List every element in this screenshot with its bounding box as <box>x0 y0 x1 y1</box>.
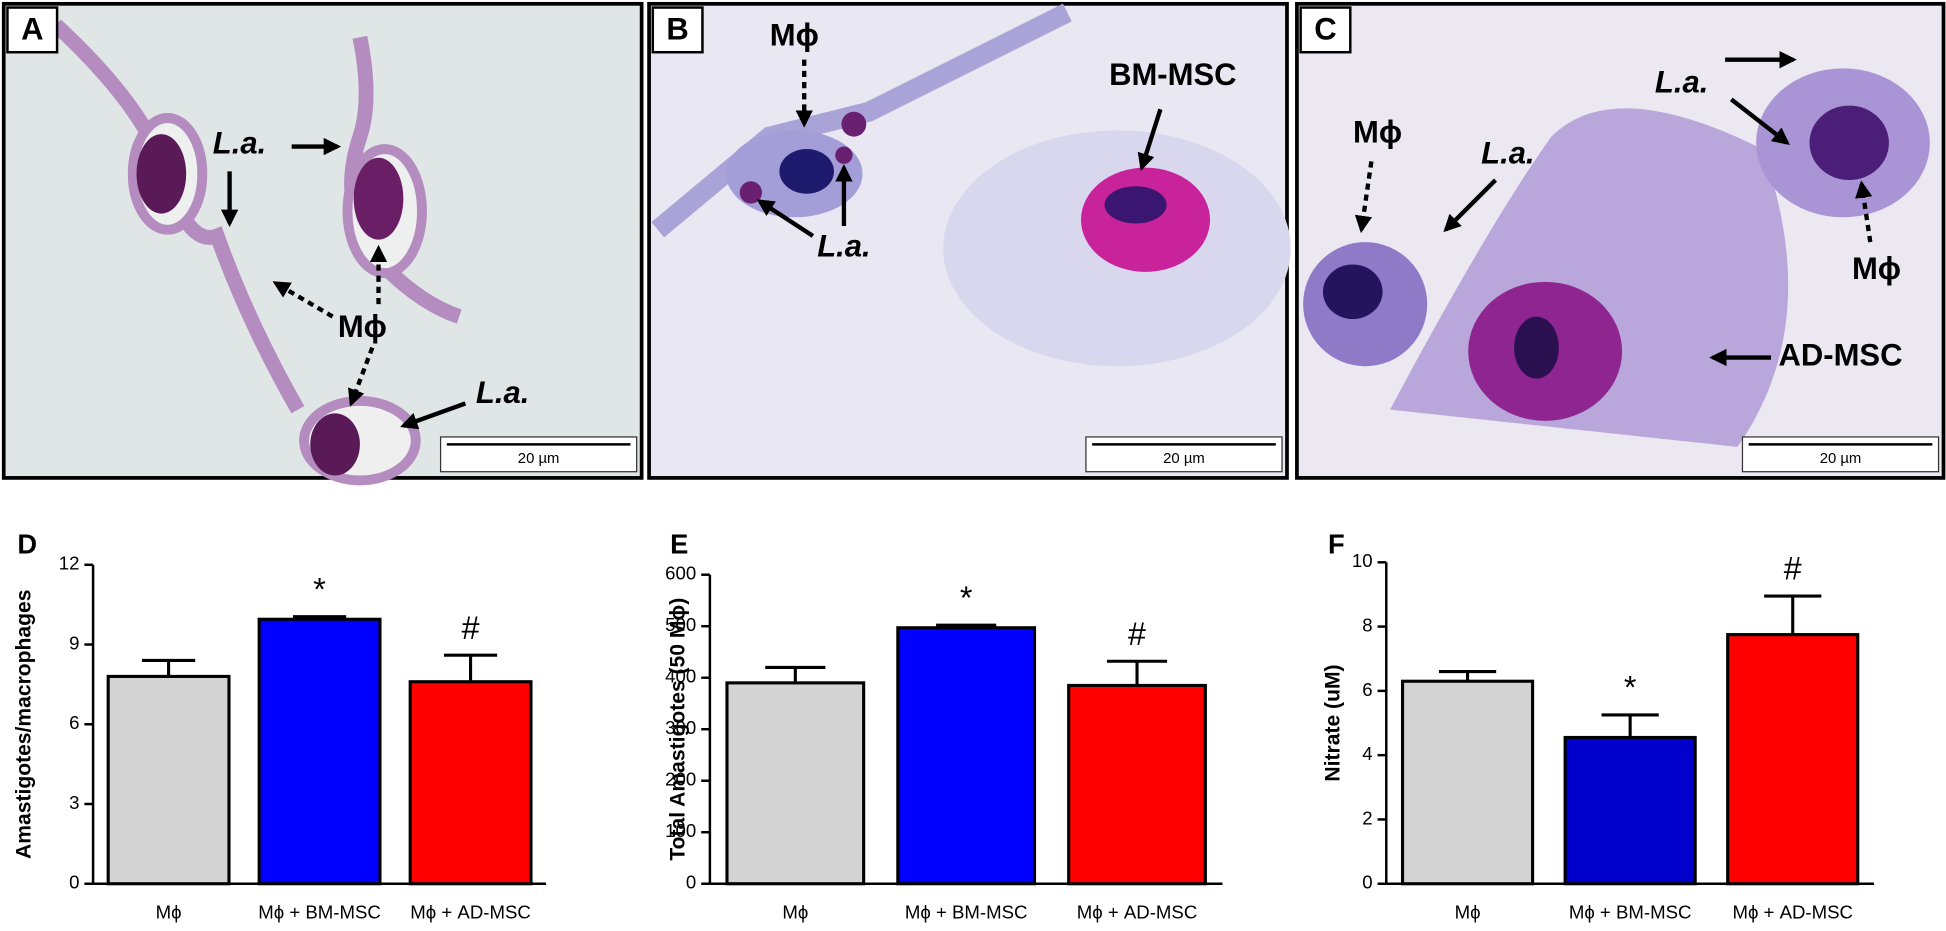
annotation: L.a. <box>476 375 529 410</box>
annotation: BM-MSC <box>1109 57 1237 92</box>
y-tick-label: 9 <box>69 632 79 653</box>
micrograph-c: C L.a. Mϕ L.a. Mϕ AD-MSC 20 µm <box>1295 1 1946 480</box>
x-tick-label: Mϕ + BM-MSC <box>905 901 1028 922</box>
bar <box>1726 633 1860 886</box>
annotation: L.a. <box>817 229 870 264</box>
panel-letter: F <box>1328 528 1345 559</box>
bar <box>1067 683 1207 886</box>
scale-bar: 20 µm <box>518 451 560 467</box>
x-tick-label: Mϕ <box>1455 901 1481 922</box>
y-axis-label: Total Amastigotes (50 Mϕ) <box>666 598 689 861</box>
panel-letter: B <box>666 11 688 46</box>
significance-mark: # <box>462 610 480 646</box>
x-tick-label: Mϕ + BM-MSC <box>1569 901 1692 922</box>
y-tick-label: 200 <box>665 769 696 790</box>
panel-letter: C <box>1314 11 1336 46</box>
bar <box>1400 679 1535 886</box>
y-tick-label: 4 <box>1362 743 1372 764</box>
significance-mark: # <box>1128 616 1146 652</box>
significance-mark: * <box>313 571 326 607</box>
y-tick-label: 6 <box>69 712 79 733</box>
y-tick-label: 3 <box>69 792 79 813</box>
micrograph-b: B Mϕ BM-MSC L.a. 20 µm <box>647 1 1291 480</box>
annotation: AD-MSC <box>1778 338 1902 373</box>
panel-letter: D <box>17 528 37 559</box>
y-axis-label: Nitrate (uM) <box>1322 664 1345 781</box>
significance-mark: # <box>1784 551 1802 587</box>
y-tick-label: 8 <box>1362 615 1372 636</box>
annotation: L.a. <box>1481 135 1534 170</box>
y-tick-label: 10 <box>1352 550 1373 571</box>
significance-mark: * <box>1624 670 1637 706</box>
y-tick-label: 100 <box>665 820 696 841</box>
y-tick-label: 0 <box>1362 872 1372 893</box>
annotation: Mϕ <box>770 18 819 53</box>
y-tick-label: 0 <box>69 872 79 893</box>
panel-letter: A <box>21 11 43 46</box>
y-tick-label: 400 <box>665 666 696 687</box>
panel-letter: E <box>670 528 688 559</box>
y-axis-label: Amastigotes/macrophages <box>12 590 35 859</box>
bar <box>725 681 866 886</box>
y-tick-label: 500 <box>665 614 696 635</box>
x-tick-label: Mϕ + AD-MSC <box>1077 901 1198 922</box>
bar <box>1563 735 1697 886</box>
y-tick-label: 0 <box>686 872 696 893</box>
bar <box>106 674 231 886</box>
y-tick-label: 12 <box>59 553 80 574</box>
significance-mark: * <box>960 580 973 616</box>
annotation: Mϕ <box>1353 114 1402 149</box>
annotation: L.a. <box>213 125 266 160</box>
micrograph-a: A L.a. Mϕ L.a. 20 µm <box>1 1 644 486</box>
bar <box>408 680 533 886</box>
annotation: Mϕ <box>338 309 387 344</box>
x-tick-label: Mϕ + AD-MSC <box>410 901 531 922</box>
y-tick-label: 6 <box>1362 679 1372 700</box>
bar <box>257 617 382 886</box>
x-tick-label: Mϕ + BM-MSC <box>258 901 381 922</box>
scale-bar: 20 µm <box>1163 451 1205 467</box>
x-tick-label: Mϕ <box>156 901 182 922</box>
y-tick-label: 300 <box>665 717 696 738</box>
y-tick-label: 2 <box>1362 807 1372 828</box>
bar <box>896 626 1037 886</box>
annotation: L.a. <box>1655 65 1708 100</box>
x-tick-label: Mϕ + AD-MSC <box>1732 901 1853 922</box>
annotation: Mϕ <box>1852 251 1901 286</box>
x-tick-label: Mϕ <box>782 901 808 922</box>
scale-bar: 20 µm <box>1820 451 1862 467</box>
y-tick-label: 600 <box>665 563 696 584</box>
